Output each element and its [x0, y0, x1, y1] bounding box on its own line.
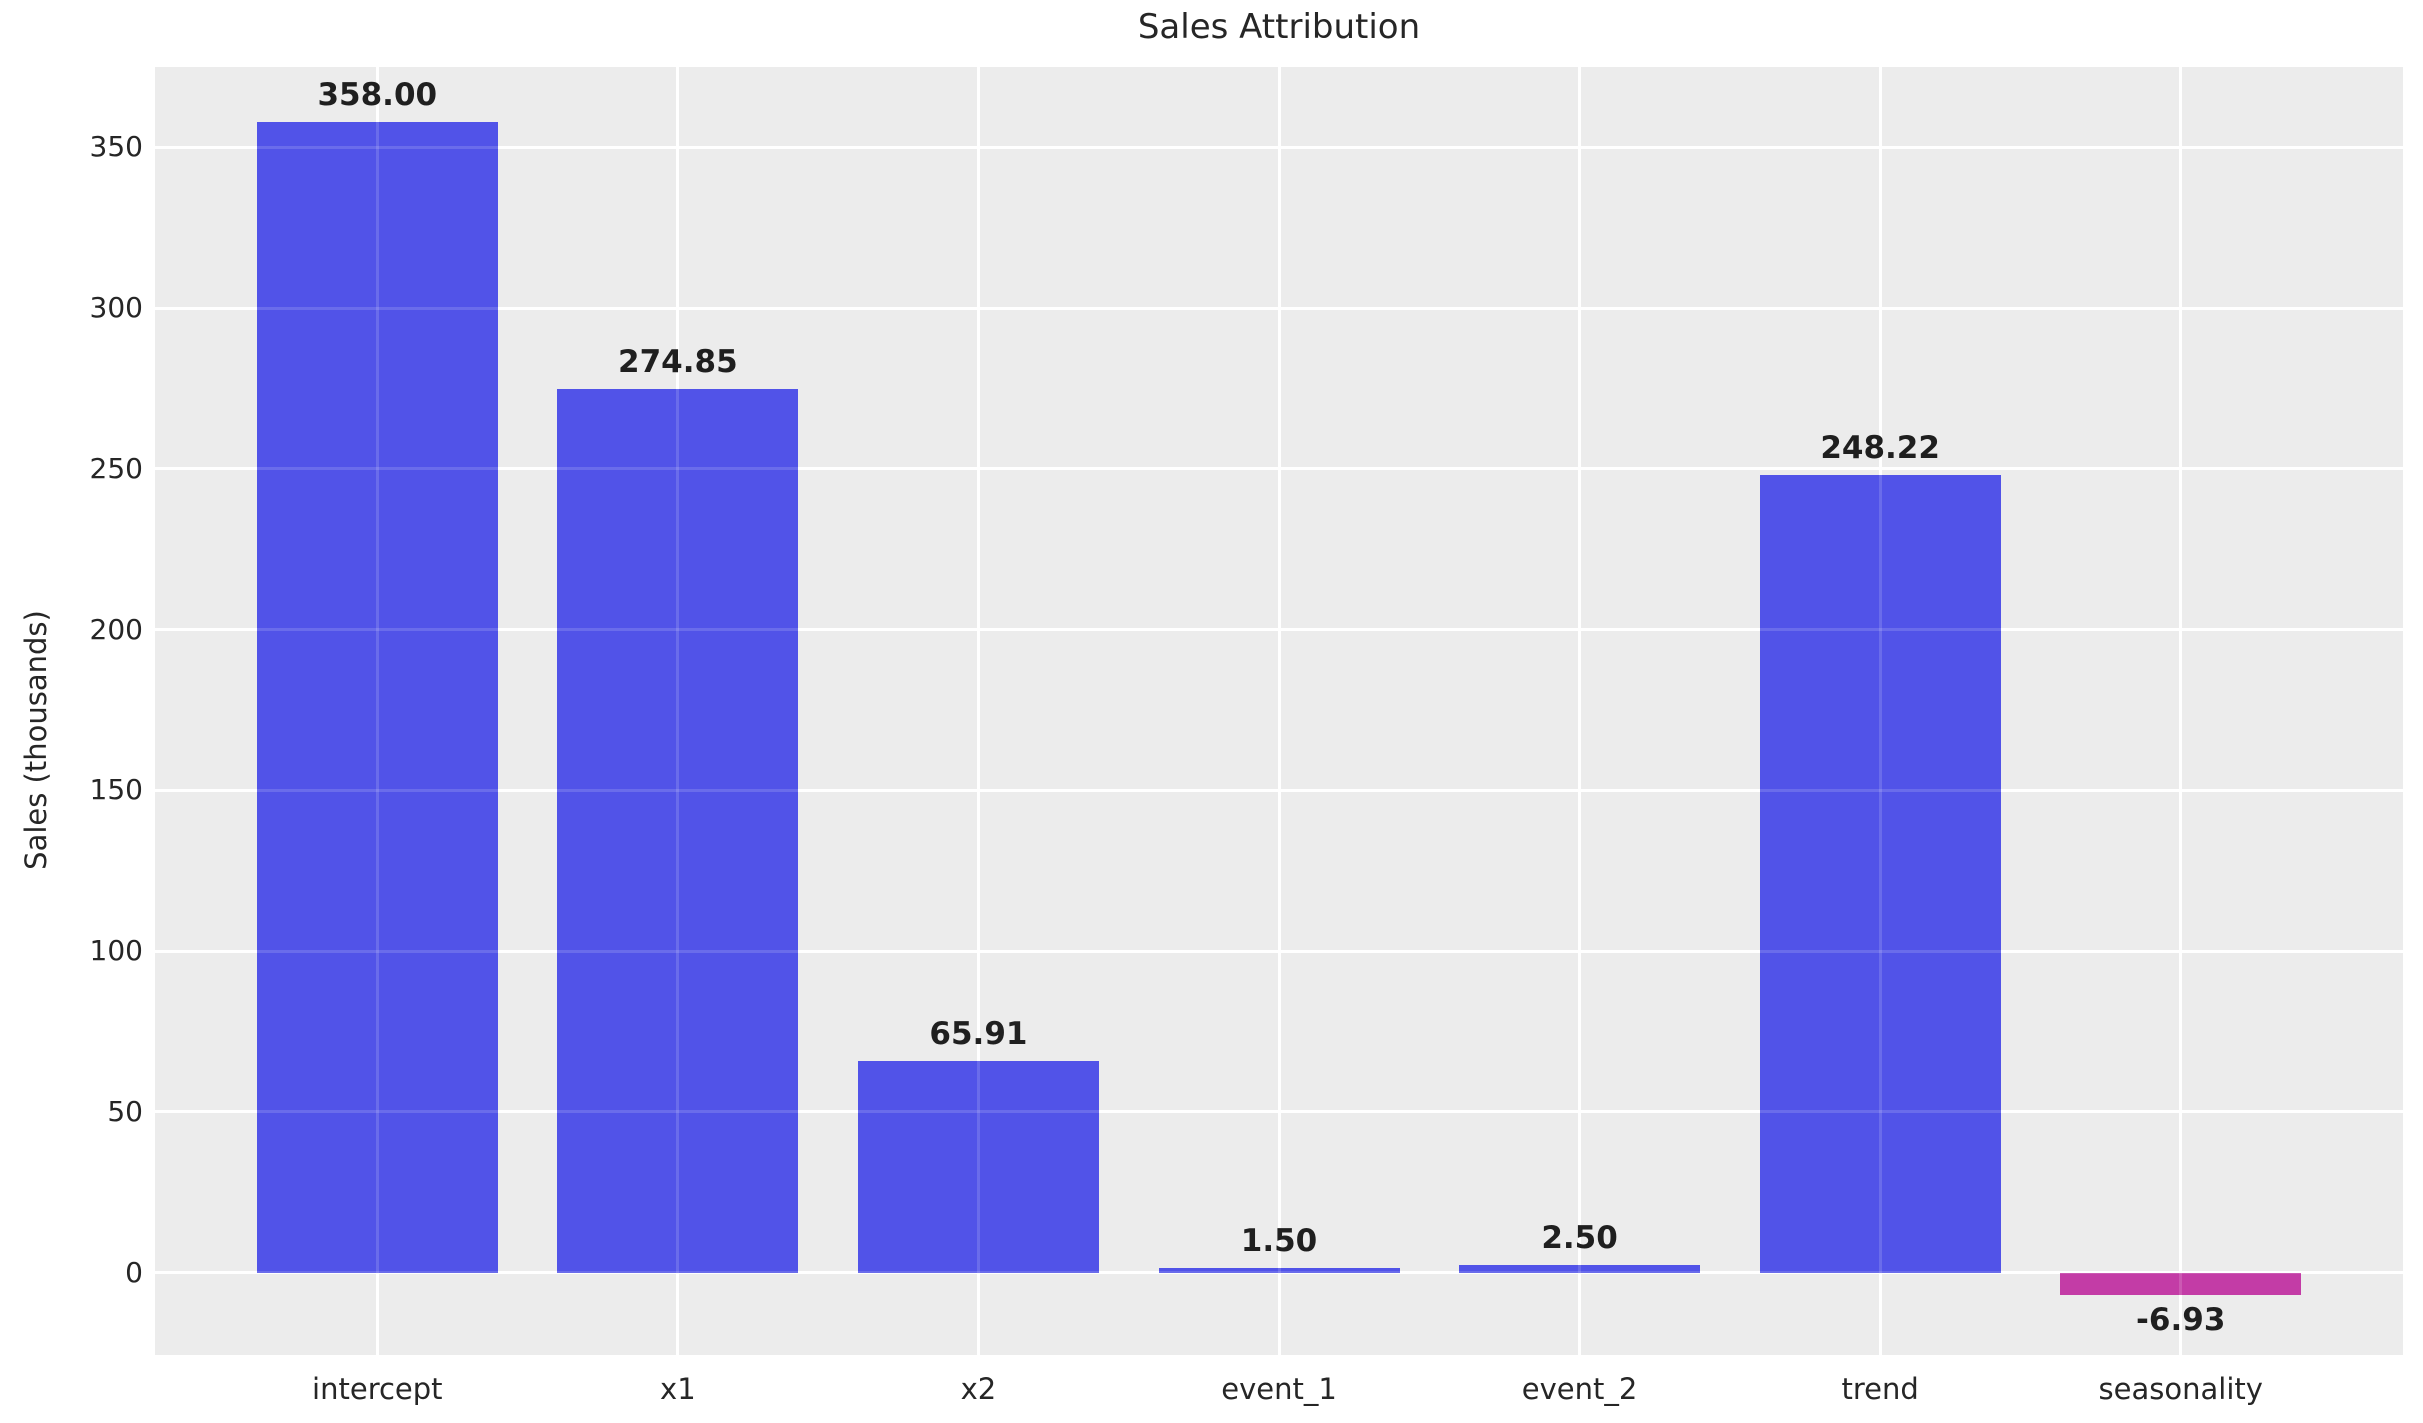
gridline-vertical-overlay — [375, 67, 379, 1355]
bar-trend — [1759, 474, 2001, 1273]
bar-event_1 — [1158, 1267, 1400, 1273]
gridline-vertical-overlay — [976, 67, 980, 1355]
x-tick-label-event_2: event_2 — [1521, 1372, 1638, 1406]
y-tick-label: 350 — [89, 130, 143, 164]
y-tick-label: 200 — [89, 612, 143, 646]
y-tick-label: 250 — [89, 451, 143, 485]
gridline-vertical-overlay — [1578, 67, 1582, 1355]
gridline-horizontal-overlay — [155, 467, 2403, 471]
plot-area: 358.00 274.85 65.91 1.50 2.50 248.22 -6.93 — [155, 67, 2403, 1355]
x-tick-label-intercept: intercept — [312, 1372, 443, 1406]
x-tick-label-x2: x2 — [960, 1372, 997, 1406]
x-tick-label-trend: trend — [1841, 1372, 1919, 1406]
gridline-horizontal-overlay — [155, 628, 2403, 632]
bar-value-label: 1.50 — [1240, 1222, 1318, 1259]
bar-x2 — [857, 1060, 1099, 1273]
bar-value-label: 358.00 — [317, 76, 438, 113]
gridline-horizontal-overlay — [155, 788, 2403, 792]
gridline-vertical-overlay — [2179, 67, 2183, 1355]
x-tick-label-seasonality: seasonality — [2098, 1372, 2263, 1406]
gridline-vertical-overlay — [1277, 67, 1281, 1355]
y-tick-label: 50 — [107, 1094, 143, 1128]
y-tick-label: 0 — [125, 1255, 143, 1289]
bar-intercept — [256, 121, 498, 1273]
bar-value-label: 65.91 — [929, 1015, 1028, 1052]
x-tick-label-event_1: event_1 — [1221, 1372, 1337, 1406]
bar-value-label: 2.50 — [1541, 1219, 1618, 1256]
gridline-vertical — [1578, 67, 1582, 1355]
gridline-horizontal-overlay — [155, 1110, 2403, 1114]
gridline-vertical-overlay — [1878, 67, 1882, 1355]
bar-event_2 — [1459, 1264, 1701, 1273]
gridline-horizontal-overlay — [155, 1271, 2403, 1275]
chart-title: Sales Attribution — [1137, 7, 1421, 47]
gridline-vertical-overlay — [676, 67, 680, 1355]
x-tick-label-x1: x1 — [660, 1372, 696, 1406]
gridline-horizontal-overlay — [155, 145, 2403, 149]
gridline-horizontal-overlay — [155, 306, 2403, 310]
y-tick-label: 100 — [89, 934, 143, 968]
bar-seasonality — [2060, 1272, 2302, 1295]
bar-value-label: 274.85 — [618, 344, 738, 380]
bar-value-label: -6.93 — [2136, 1301, 2226, 1338]
y-tick-label: 300 — [89, 291, 143, 325]
bar-value-label: 248.22 — [1820, 429, 1940, 466]
gridline-vertical — [1277, 67, 1281, 1355]
y-tick-label: 150 — [89, 773, 143, 807]
gridline-vertical — [2179, 67, 2183, 1355]
bar-x1 — [557, 389, 799, 1273]
gridline-horizontal-overlay — [155, 949, 2403, 953]
gridline-vertical — [976, 67, 980, 1355]
